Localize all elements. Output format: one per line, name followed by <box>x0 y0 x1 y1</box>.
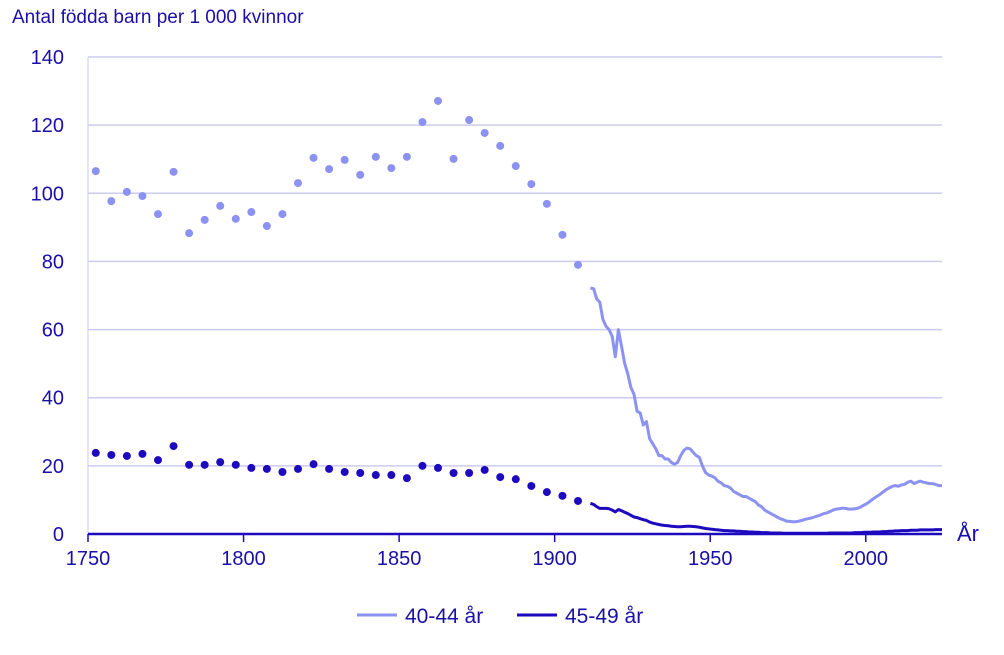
data-point <box>402 152 411 161</box>
x-axis-label: År <box>957 521 979 546</box>
data-point <box>185 229 194 238</box>
data-point <box>138 449 147 458</box>
data-point <box>185 460 194 469</box>
data-point <box>340 155 349 164</box>
data-point <box>371 152 380 161</box>
x-tick-label: 1850 <box>377 548 422 570</box>
x-tick-label: 1900 <box>532 548 577 570</box>
data-point <box>371 471 380 480</box>
data-point <box>169 167 178 176</box>
data-point <box>154 456 162 465</box>
data-point <box>387 471 396 480</box>
data-point <box>91 167 100 176</box>
data-point <box>465 116 474 125</box>
x-tick-label: 2000 <box>844 548 889 570</box>
data-point <box>542 199 551 208</box>
data-point <box>278 467 287 476</box>
data-point <box>480 465 489 474</box>
series-marks <box>91 96 942 535</box>
series-45-49 <box>91 442 942 535</box>
legend: 40-44 år 45-49 år <box>357 605 643 628</box>
data-point <box>574 496 582 505</box>
data-point <box>247 463 256 472</box>
data-point <box>294 464 302 473</box>
data-point <box>200 215 209 224</box>
y-tick-label: 60 <box>42 320 64 342</box>
data-point <box>325 464 334 473</box>
data-point <box>138 192 147 201</box>
data-point <box>262 221 271 230</box>
legend-label-45-49: 45-49 år <box>565 605 643 628</box>
data-point <box>527 180 536 189</box>
data-point <box>278 210 287 219</box>
data-point <box>294 179 302 188</box>
data-point <box>418 118 427 127</box>
data-point <box>309 153 318 162</box>
y-tick-label: 0 <box>53 524 64 546</box>
data-point <box>340 467 349 476</box>
data-point <box>356 170 365 179</box>
data-point <box>231 460 240 469</box>
series-line <box>590 286 942 524</box>
data-point <box>216 201 225 210</box>
data-point <box>262 464 271 473</box>
data-point <box>434 463 442 472</box>
data-point <box>356 469 365 478</box>
data-point <box>558 491 567 500</box>
data-point <box>154 210 162 219</box>
y-tick-label: 40 <box>42 388 64 410</box>
legend-label-40-44: 40-44 år <box>405 605 483 628</box>
x-axis-tick-labels: 1750 1800 1850 1900 1950 2000 <box>66 548 888 570</box>
data-point <box>387 164 396 173</box>
data-point <box>418 461 427 470</box>
data-point <box>122 451 131 460</box>
data-point <box>496 141 505 150</box>
data-point <box>511 162 520 171</box>
data-point <box>107 197 116 206</box>
data-point <box>169 442 178 451</box>
gridlines <box>87 56 942 542</box>
data-point <box>527 481 536 490</box>
data-point <box>434 96 442 105</box>
y-tick-label: 100 <box>31 183 64 205</box>
data-point <box>496 473 505 482</box>
data-point <box>574 260 582 269</box>
data-point <box>402 474 411 483</box>
x-tick-label: 1950 <box>688 548 733 570</box>
data-point <box>122 187 131 196</box>
data-point <box>558 230 567 239</box>
y-tick-label: 140 <box>31 47 64 69</box>
data-point <box>449 469 458 478</box>
data-point <box>107 450 116 459</box>
x-tick-label: 1800 <box>221 548 266 570</box>
data-point <box>325 165 334 174</box>
y-axis-tick-labels: 0 20 40 60 80 100 120 140 <box>31 47 64 546</box>
data-point <box>231 214 240 223</box>
data-point <box>216 458 225 467</box>
data-point <box>511 475 520 484</box>
data-point <box>247 208 256 217</box>
series-40-44 <box>91 96 942 524</box>
data-point <box>449 154 458 163</box>
y-tick-label: 80 <box>42 251 64 273</box>
data-point <box>200 460 209 469</box>
series-line <box>589 501 942 535</box>
data-point <box>542 488 551 497</box>
chart-title: Antal födda barn per 1 000 kvinnor <box>12 7 304 28</box>
data-point <box>465 469 474 478</box>
x-tick-label: 1750 <box>66 548 111 570</box>
data-point <box>480 128 489 137</box>
data-point <box>91 448 100 457</box>
y-tick-label: 20 <box>42 456 64 478</box>
y-tick-label: 120 <box>31 115 64 137</box>
data-point <box>309 460 318 469</box>
